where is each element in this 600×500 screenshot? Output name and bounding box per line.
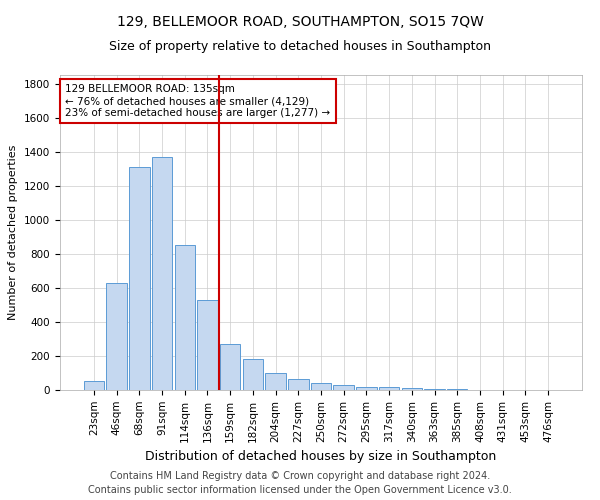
Bar: [84, 382, 104, 390]
Bar: [288, 379, 308, 390]
Bar: [152, 156, 172, 390]
Bar: [401, 388, 422, 390]
Bar: [197, 300, 218, 390]
Bar: [379, 388, 400, 390]
Bar: [334, 385, 354, 390]
Bar: [242, 360, 263, 390]
Y-axis label: Number of detached properties: Number of detached properties: [8, 145, 19, 320]
Bar: [424, 389, 445, 390]
X-axis label: Distribution of detached houses by size in Southampton: Distribution of detached houses by size …: [145, 450, 497, 463]
Text: 129 BELLEMOOR ROAD: 135sqm
← 76% of detached houses are smaller (4,129)
23% of s: 129 BELLEMOOR ROAD: 135sqm ← 76% of deta…: [65, 84, 331, 117]
Text: 129, BELLEMOOR ROAD, SOUTHAMPTON, SO15 7QW: 129, BELLEMOOR ROAD, SOUTHAMPTON, SO15 7…: [116, 15, 484, 29]
Text: Contains HM Land Registry data © Crown copyright and database right 2024.
Contai: Contains HM Land Registry data © Crown c…: [88, 471, 512, 495]
Bar: [311, 383, 331, 390]
Bar: [265, 373, 286, 390]
Bar: [129, 167, 149, 390]
Bar: [175, 246, 195, 390]
Bar: [220, 344, 241, 390]
Bar: [356, 386, 377, 390]
Bar: [106, 282, 127, 390]
Text: Size of property relative to detached houses in Southampton: Size of property relative to detached ho…: [109, 40, 491, 53]
